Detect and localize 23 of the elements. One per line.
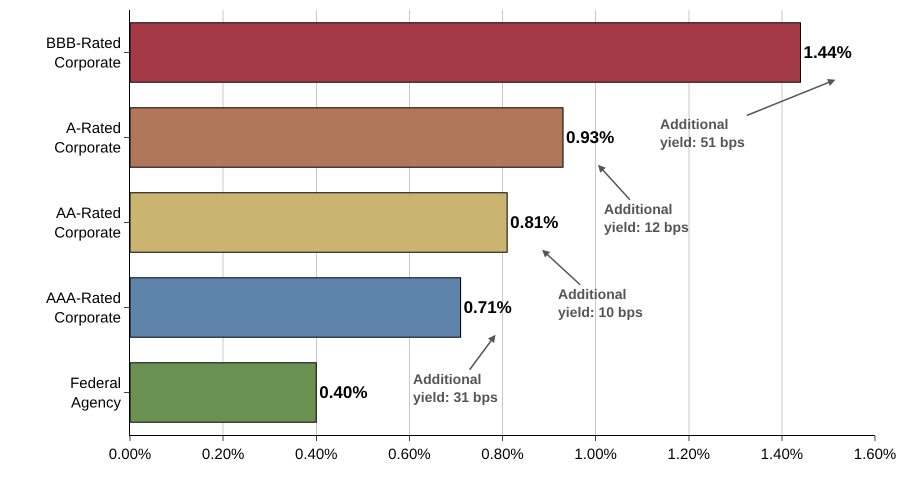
annotation: Additional yield: 31 bps [413, 371, 498, 406]
y-tick-label: AAA-Rated Corporate [46, 290, 121, 326]
x-tick-label: 0.40% [294, 446, 338, 463]
data-label: 0.93% [566, 128, 614, 147]
x-tick-label: 1.20% [667, 446, 710, 463]
y-tick-label: A-Rated Corporate [54, 120, 121, 156]
x-tick-label: 0.60% [388, 446, 431, 463]
x-tick-label: 0.00% [108, 446, 152, 463]
data-label: 0.71% [464, 298, 512, 317]
x-tick-label: 0.80% [481, 446, 524, 463]
annotation: Additional yield: 10 bps [558, 286, 644, 320]
annotation: Additional yield: 51 bps [660, 116, 746, 150]
x-tick-label: 1.40% [760, 446, 804, 463]
x-tick-label: 1.60% [854, 446, 896, 463]
data-label: 1.44% [804, 43, 852, 62]
x-tick-label: 0.20% [202, 446, 244, 463]
y-tick-label: BBB-Rated Corporate [46, 35, 121, 72]
annotation: Additional yield: 12 bps [604, 201, 690, 236]
data-label: 0.81% [510, 213, 558, 232]
x-tick-label: 1.00% [574, 446, 617, 463]
y-tick-label: Federal Agency [70, 375, 122, 412]
data-label: 0.40% [319, 383, 368, 402]
y-tick-label: AA-Rated Corporate [54, 205, 121, 242]
